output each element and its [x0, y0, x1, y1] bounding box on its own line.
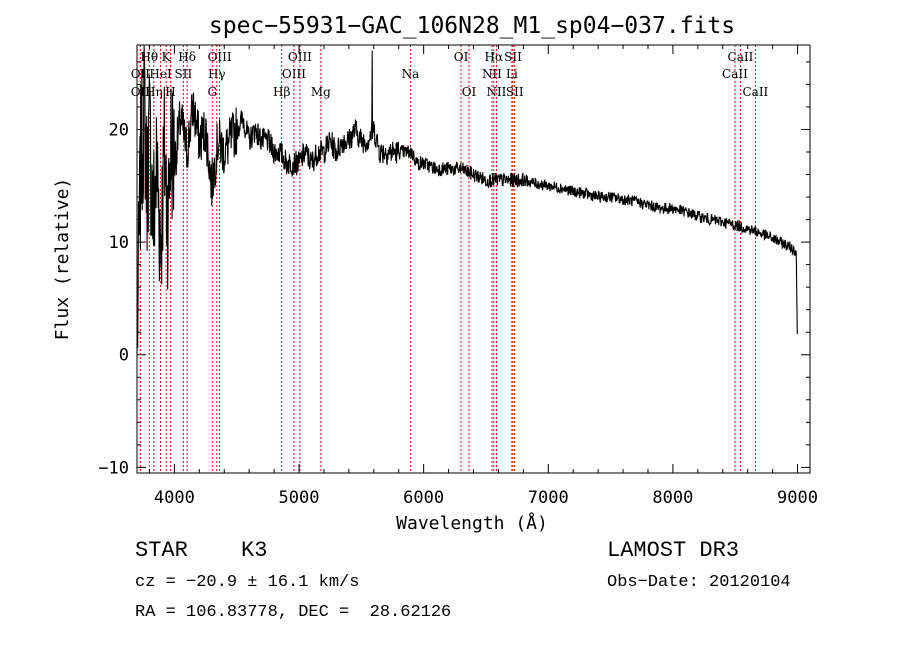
spectral-line-label: NII — [482, 67, 502, 81]
spectral-line-label: Hθ — [140, 50, 158, 64]
x-tick-label: 5000 — [279, 488, 320, 508]
spectral-line-label: Na — [402, 67, 420, 81]
spectral-line-label: OIII — [282, 67, 306, 81]
x-tick-label: 8000 — [652, 488, 693, 508]
spectral-line-label: OII — [131, 67, 151, 81]
x-tick-label: 6000 — [403, 488, 444, 508]
spectral-line-label: K — [162, 50, 172, 64]
spectral-line-label: Hα — [485, 50, 504, 64]
spectrum-series-line — [136, 45, 798, 355]
spectral-line-label: OI — [462, 85, 477, 99]
y-axis-ticks: −10 0 10 20 — [98, 61, 810, 478]
spectral-line-label: Hγ — [208, 67, 226, 81]
x-axis-ticks: 4000 5000 6000 7000 8000 9000 — [148, 45, 818, 508]
x-tick-label: 4000 — [154, 488, 195, 508]
spectral-line-label: SII — [506, 85, 524, 99]
spectral-line-label: G — [207, 85, 217, 99]
spectral-line-label: CaII — [722, 67, 748, 81]
x-axis-label: Wavelength (Å) — [396, 512, 548, 534]
observation-date: Obs−Date: 20120104 — [607, 573, 791, 592]
spectral-line-label: Hδ — [178, 50, 196, 64]
survey-name: LAMOST DR3 — [607, 538, 740, 563]
spectral-subclass: K3 — [241, 538, 268, 563]
chart-title: spec−55931−GAC_106N28_M1_sp04−037.fits — [209, 13, 735, 39]
spectral-line-label: Hβ — [273, 85, 290, 99]
y-tick-label: 20 — [109, 120, 129, 140]
spectral-line-label: OIII — [208, 50, 232, 64]
spectral-line-label: NII — [486, 85, 506, 99]
spectral-line-label: OI — [454, 50, 469, 64]
spectral-line-label: Mg — [311, 85, 331, 99]
spectral-line-markers — [139, 45, 756, 473]
y-tick-label: 0 — [119, 346, 129, 366]
spectral-line-label: SII — [175, 67, 193, 81]
y-axis-label: Flux (relative) — [52, 178, 73, 341]
spectral-line-label: SII — [504, 50, 522, 64]
x-tick-label: 7000 — [528, 488, 569, 508]
plot-frame — [136, 44, 811, 474]
spectral-line-label: CaII — [742, 85, 768, 99]
coordinates: RA = 106.83778, DEC = 28.62126 — [135, 603, 452, 622]
y-tick-label: −10 — [98, 458, 129, 478]
x-tick-label: 9000 — [777, 488, 818, 508]
spectral-line-label: CaII — [728, 50, 754, 64]
y-tick-label: 10 — [109, 233, 129, 253]
redshift-value: cz = −20.9 ± 16.1 km/s — [135, 573, 360, 592]
spectral-line-label: HeI — [149, 67, 172, 81]
object-class: STAR — [135, 538, 188, 563]
spectral-line-label: OIII — [288, 50, 312, 64]
spectral-line-label: Hη — [145, 85, 163, 99]
spectral-line-label: Li — [506, 67, 518, 81]
